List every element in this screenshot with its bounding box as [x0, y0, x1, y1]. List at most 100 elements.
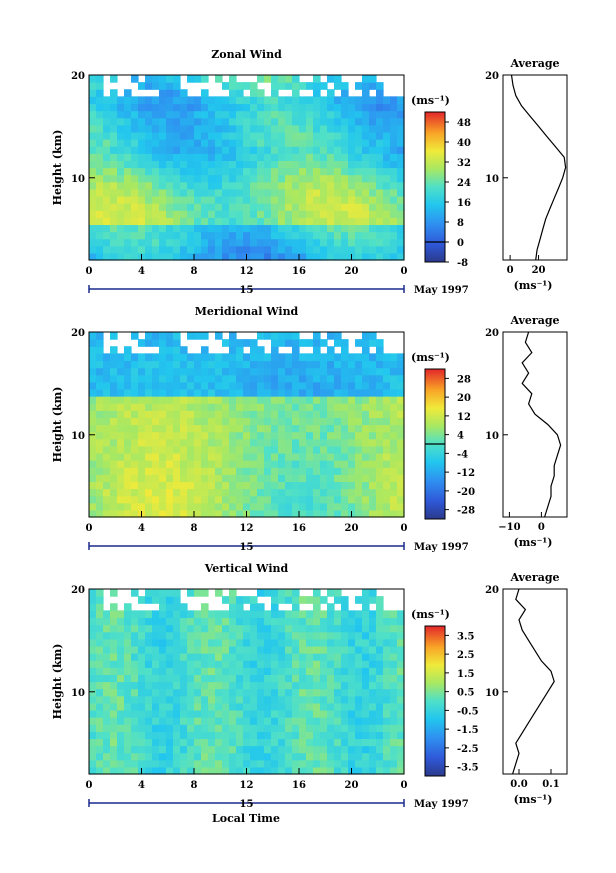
heatmap-cell [96, 424, 104, 433]
heatmap-cell [299, 160, 307, 169]
heatmap-cell [173, 245, 181, 254]
heatmap-cell [285, 474, 293, 483]
heatmap-cell [96, 381, 104, 390]
heatmap-cell [278, 438, 286, 447]
heatmap-cell [257, 203, 265, 211]
heatmap-cell [110, 75, 118, 83]
heatmap-cell [96, 188, 104, 197]
heatmap-cell [285, 424, 293, 433]
heatmap-cell [243, 410, 251, 418]
heatmap-cell [180, 738, 188, 747]
heatmap-cell [390, 624, 398, 633]
heatmap-cell [313, 731, 321, 740]
heatmap-cell [334, 488, 342, 497]
heatmap-cell [236, 624, 244, 633]
heatmap-cell [117, 660, 125, 668]
heatmap-cell [110, 702, 118, 711]
heatmap-cell [348, 424, 356, 433]
heatmap-cell [124, 653, 132, 661]
heatmap-cell [264, 146, 272, 154]
heatmap-cell [201, 103, 209, 112]
heatmap-cell [383, 210, 391, 218]
heatmap-cell [264, 195, 272, 204]
heatmap-cell [194, 495, 202, 504]
heatmap-cell [271, 424, 279, 433]
heatmap-cell [117, 717, 125, 725]
heatmap-cell [96, 139, 104, 147]
heatmap-cell [124, 702, 132, 711]
heatmap-cell [243, 403, 251, 411]
heatmap-cell [159, 153, 167, 161]
heatmap-cell [201, 638, 209, 647]
heatmap-cell [250, 681, 258, 690]
heatmap-cell [194, 460, 202, 468]
heatmap-cell [313, 203, 321, 211]
heatmap-cell [180, 417, 188, 426]
heatmap-cell [117, 745, 125, 754]
heatmap-cell [306, 596, 314, 604]
heatmap-cell [257, 146, 265, 154]
heatmap-cell [117, 709, 125, 718]
heatmap-cell [215, 332, 223, 340]
heatmap-cell [166, 252, 174, 261]
heatmap-cell [187, 674, 195, 683]
heatmap-cell [166, 89, 174, 97]
heatmap-cell [96, 238, 104, 247]
heatmap-cell [124, 110, 132, 119]
heatmap-cell [383, 738, 391, 747]
heatmap-cell [138, 610, 146, 619]
heatmap-cell [278, 731, 286, 740]
heatmap-cell [341, 82, 349, 90]
heatmap-cell [89, 224, 97, 233]
heatmap-cell [278, 131, 286, 140]
heatmap-cell [117, 203, 125, 211]
heatmap-cell [103, 509, 111, 518]
heatmap-cell [166, 488, 174, 497]
heatmap-cell [159, 752, 167, 761]
heatmap-cell [131, 217, 139, 226]
average-title: Average [509, 571, 559, 584]
heatmap-cell [124, 117, 132, 126]
heatmap-cell [306, 617, 314, 626]
heatmap-cell [327, 645, 335, 654]
heatmap-cell [306, 339, 314, 347]
heatmap-cell [390, 381, 398, 390]
heatmap-cell [243, 617, 251, 626]
heatmap-cell [159, 596, 167, 604]
heatmap-cell [257, 610, 265, 619]
heatmap-cell [201, 353, 209, 362]
heatmap-cell [292, 424, 300, 433]
heatmap-cell [138, 452, 146, 461]
heatmap-cell [306, 445, 314, 454]
heatmap-cell [166, 131, 174, 140]
heatmap-cell [250, 424, 258, 433]
heatmap-cell [341, 238, 349, 247]
heatmap-cell [320, 403, 328, 411]
heatmap-cell [208, 638, 216, 647]
heatmap-cell [348, 452, 356, 461]
heatmap-cell [334, 110, 342, 119]
heatmap-cell [341, 117, 349, 126]
heatmap-cell [215, 695, 223, 704]
heatmap-cell [341, 431, 349, 440]
heatmap-cell [299, 674, 307, 683]
heatmap-cell [334, 674, 342, 683]
heatmap-cell [271, 110, 279, 119]
heatmap-cell [383, 153, 391, 161]
heatmap-cell [187, 445, 195, 454]
heatmap-cell [397, 653, 405, 661]
heatmap-cell [187, 124, 195, 133]
heatmap-cell [208, 653, 216, 661]
heatmap-cell [180, 195, 188, 204]
heatmap-cell [313, 695, 321, 704]
heatmap-cell [278, 638, 286, 647]
heatmap-cell [264, 674, 272, 683]
heatmap-cell [208, 709, 216, 718]
heatmap-cell [292, 695, 300, 704]
heatmap-cell [257, 467, 265, 475]
heatmap-cell [334, 481, 342, 490]
heatmap-cell [250, 410, 258, 418]
heatmap-cell [145, 252, 153, 261]
heatmap-cell [348, 117, 356, 126]
heatmap-cell [313, 210, 321, 218]
